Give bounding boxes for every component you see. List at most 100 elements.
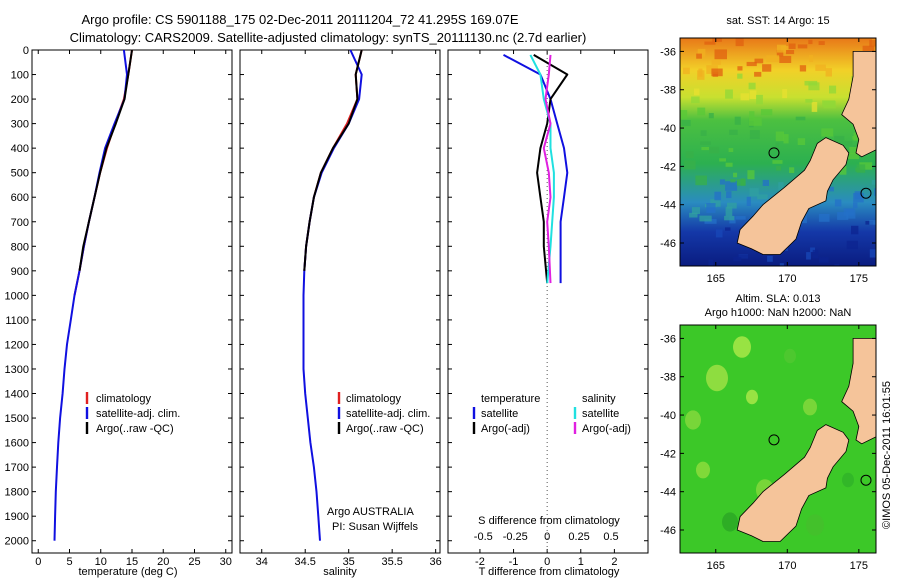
sla-map-frame xyxy=(679,324,877,554)
sst-cell xyxy=(818,214,830,222)
sst-cell xyxy=(834,264,840,266)
sst-cell xyxy=(700,130,707,136)
sla-anomaly xyxy=(696,461,710,479)
sla-anomaly xyxy=(722,512,738,532)
sst-cell xyxy=(871,180,876,185)
map-y-tick-label: -38 xyxy=(660,372,676,384)
legend-label-satellite: satellite-adj. clim. xyxy=(96,408,180,420)
s-tick-label: -0.5 xyxy=(474,531,493,543)
sst-cell xyxy=(777,44,787,53)
sst-cell xyxy=(707,209,715,213)
sst-cell xyxy=(869,39,876,47)
y-tick-label: 200 xyxy=(11,94,29,106)
sst-cell xyxy=(856,164,866,173)
sst-cell xyxy=(711,68,723,77)
float-marker xyxy=(860,187,872,199)
argo-program-label: Argo AUSTRALIA xyxy=(327,506,414,518)
sst-cell xyxy=(748,82,756,90)
temperature-ticks: 0100200300400500600700800900100011001200… xyxy=(5,45,232,568)
x-tick-label: 5 xyxy=(66,556,72,568)
sst-cell xyxy=(844,140,853,146)
sst-cell xyxy=(849,147,861,154)
sst-cell xyxy=(834,199,842,207)
sst-cell xyxy=(730,179,736,183)
y-tick-label: 1900 xyxy=(5,511,29,523)
salinity-panel: 34 34.5 35 35.5 36 salinity climatology sate… xyxy=(239,49,442,578)
sst-cell xyxy=(725,227,731,231)
series-line xyxy=(78,49,133,271)
difference-lines xyxy=(503,50,569,553)
sst-cell xyxy=(818,41,825,45)
difference-axes-box xyxy=(447,49,649,554)
sst-cell xyxy=(834,135,845,145)
sst-cell xyxy=(682,67,690,75)
temperature-axes-box xyxy=(31,49,233,554)
legend-title-salinity: salinity xyxy=(582,393,616,405)
sst-cell xyxy=(714,191,722,201)
sst-cell xyxy=(775,142,780,150)
map-y-tick-label: -46 xyxy=(660,525,676,537)
sst-cell xyxy=(819,257,829,263)
sst-cell xyxy=(806,252,811,260)
sst-cell xyxy=(754,71,762,77)
sst-cell xyxy=(746,61,757,67)
x-tick-label: -1 xyxy=(509,556,519,568)
x-tick-label: 0 xyxy=(544,556,550,568)
sst-cell xyxy=(711,59,721,65)
y-tick-label: 1600 xyxy=(5,438,29,450)
y-tick-label: 1100 xyxy=(5,315,29,327)
sla-anomaly xyxy=(685,410,701,430)
difference-legend: temperature salinity satellite Argo(-adj… xyxy=(472,393,631,435)
sst-cell xyxy=(747,170,755,180)
sst-cell xyxy=(719,179,725,185)
sla-map-title-2: Argo h1000: NaN h2000: NaN xyxy=(705,307,852,319)
sst-cell xyxy=(729,129,738,135)
s-tick-label: 0.5 xyxy=(603,531,618,543)
sst-cell xyxy=(779,55,792,63)
sst-cell xyxy=(691,96,700,104)
legend-label-sal-argo: Argo(-adj) xyxy=(582,423,631,435)
map-y-tick-label: -42 xyxy=(660,448,676,460)
sst-cell xyxy=(737,66,743,71)
sst-cell xyxy=(843,208,854,216)
salinity-lines xyxy=(302,49,363,541)
sst-cell xyxy=(775,131,784,142)
salinity-axes-box xyxy=(239,49,441,554)
sla-anomaly xyxy=(803,398,817,416)
y-tick-label: 1000 xyxy=(5,290,29,302)
sst-cell xyxy=(797,44,808,49)
map-y-tick-label: -46 xyxy=(660,238,676,250)
sst-cell xyxy=(853,193,864,203)
sst-cell xyxy=(853,202,858,209)
float-marker xyxy=(860,474,872,486)
sst-cell xyxy=(725,89,733,99)
sst-cell xyxy=(736,179,746,186)
temperature-legend: climatology satellite-adj. clim. Argo(..… xyxy=(85,392,180,435)
x-tick-label: 36 xyxy=(430,556,442,568)
sst-cell xyxy=(699,215,712,222)
sst-cell xyxy=(797,138,806,145)
sst-cell xyxy=(737,254,748,259)
sst-cell xyxy=(691,207,700,214)
x-tick-label: 20 xyxy=(157,556,169,568)
sst-cell xyxy=(733,172,738,178)
x-tick-label: 35.5 xyxy=(381,556,402,568)
map-x-tick-label: 175 xyxy=(850,273,868,285)
x-tick-label: 35 xyxy=(343,556,355,568)
map-x-tick-label: 170 xyxy=(778,560,796,572)
legend-label-temp-argo: Argo(-adj) xyxy=(481,423,530,435)
temperature-xlabel: temperature (deg C) xyxy=(78,566,177,578)
series-line xyxy=(303,49,363,271)
map-x-tick-label: 165 xyxy=(707,273,725,285)
title-line-1: Argo profile: CS 5901188_175 02-Dec-2011… xyxy=(81,12,518,27)
sst-cell xyxy=(708,259,714,266)
x-tick-label: 25 xyxy=(188,556,200,568)
sst-cell xyxy=(701,147,710,151)
imos-watermark: ©IMOS 05-Dec-2011 16:01:55 xyxy=(881,381,893,529)
sst-cell xyxy=(727,202,737,209)
sst-map-frame xyxy=(679,37,877,267)
x-tick-label: 30 xyxy=(220,556,232,568)
sst-cell xyxy=(756,94,763,105)
y-tick-label: 1200 xyxy=(5,339,29,351)
sst-cell xyxy=(789,167,795,173)
